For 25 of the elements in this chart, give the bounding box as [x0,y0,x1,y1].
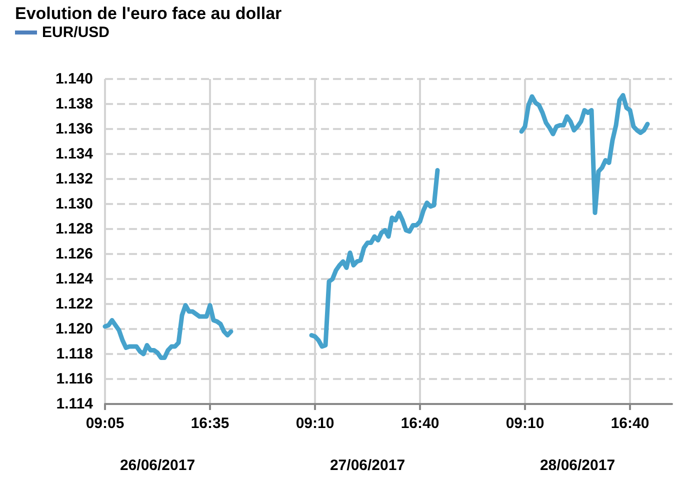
y-tick-label: 1.126 [55,246,93,262]
y-tick-label: 1.118 [56,346,93,362]
y-tick-label: 1.136 [55,120,93,138]
y-tick-label: 1.132 [55,170,93,188]
x-tick-label: 09:10 [296,415,334,432]
x-tick-label: 16:40 [610,415,650,432]
y-tick-label: 1.138 [55,96,93,112]
y-tick-label: 1.116 [56,370,93,388]
chart-title: Evolution de l'euro face au dollar [15,4,282,23]
text: 27/06/2017 [330,457,406,474]
y-tick-label: 1.134 [55,146,94,162]
y-tick-label: 1.120 [55,320,93,338]
x-tick-label: 09:05 [86,415,124,432]
text: EUR/USD [42,24,110,41]
x-tick-label: 09:10 [506,415,544,432]
text: 28/06/2017 [540,457,616,474]
y-tick-label: 1.128 [55,220,93,238]
text: 26/06/2017 [120,457,196,474]
y-tick-label: 1.114 [56,396,94,412]
y-tick-label: 1.124 [55,270,94,288]
y-tick-label: 1.130 [55,196,93,212]
y-tick-label: 1.122 [55,296,93,312]
y-tick-label: 1.140 [55,70,93,88]
x-tick-label: 16:35 [190,415,230,432]
x-tick-label: 16:40 [400,415,440,432]
